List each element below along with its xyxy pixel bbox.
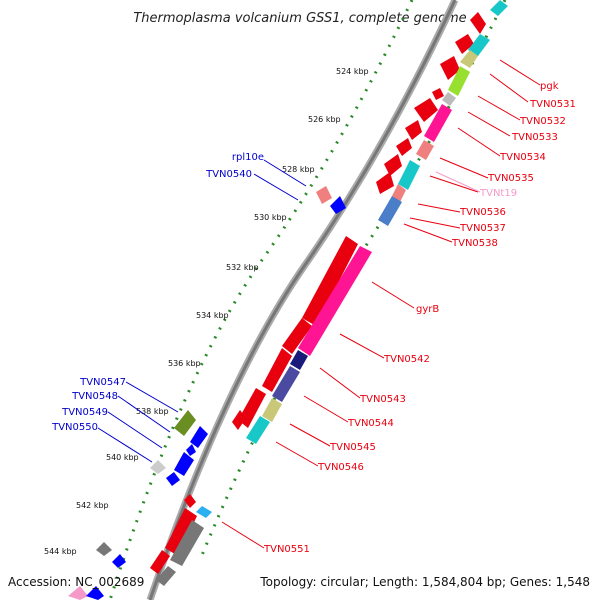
tick-label: 530 kbp [254,213,287,222]
tick-labels: 524 kbp 526 kbp 528 kbp 530 kbp 532 kbp … [44,67,369,556]
right-leader-lines [221,59,541,549]
feature-label[interactable]: TVN0546 [317,462,364,473]
feature-label[interactable]: TVN0536 [459,207,506,218]
tick-label: 544 kbp [44,547,77,556]
feature-label-trna[interactable]: TVNt19 [479,188,517,199]
inner-track-features [68,186,346,600]
tick-label: 532 kbp [226,263,259,272]
tick-label: 526 kbp [308,115,341,124]
tick-label: 538 kbp [136,407,169,416]
feature-label[interactable]: TVN0532 [519,116,566,127]
right-feature-labels: pgk TVN0531 TVN0532 TVN0533 TVN0534 TVN0… [263,81,576,555]
reverse-strand-features [156,0,508,586]
tick-label: 540 kbp [106,453,139,462]
feature-label[interactable]: TVN0537 [459,223,506,234]
feature-label[interactable]: TVN0540 [205,169,252,180]
inner-dotted-guide [108,0,414,600]
feature-label[interactable]: TVN0551 [263,544,310,555]
feature-label[interactable]: TVN0550 [51,422,98,433]
feature-label[interactable]: TVN0542 [383,354,430,365]
topology-text: Topology: circular; Length: 1,584,804 bp… [259,575,590,589]
tick-label: 536 kbp [168,359,201,368]
accession-text: Accession: NC_002689 [8,575,144,589]
feature-label[interactable]: TVN0544 [347,418,394,429]
feature-label[interactable]: TVN0545 [329,442,376,453]
left-leader-lines [97,159,307,463]
feature-label[interactable]: TVN0549 [61,407,108,418]
tick-label: 534 kbp [196,311,229,320]
left-feature-labels: rpl10e TVN0540 TVN0547 TVN0548 TVN0549 T… [51,152,264,433]
tick-label: 524 kbp [336,67,369,76]
tvnt19-leader-line [435,171,481,193]
genome-backbone [146,0,459,600]
tick-label: 528 kbp [282,165,315,174]
feature-label[interactable]: TVN0533 [511,132,558,143]
feature-label-pgk[interactable]: pgk [540,81,559,92]
feature-label[interactable]: TVN0535 [487,173,534,184]
feature-label[interactable]: TVN0538 [451,238,498,249]
feature-label[interactable]: TVN0543 [359,394,406,405]
feature-label-rpl10e[interactable]: rpl10e [232,152,264,163]
feature-label[interactable]: TVN0548 [71,391,118,402]
feature-label[interactable]: TVN0531 [529,99,576,110]
feature-label[interactable]: TVN0534 [499,152,546,163]
map-title: Thermoplasma volcanium GSS1, complete ge… [133,11,466,26]
tick-label: 542 kbp [76,501,109,510]
forward-strand-features [150,12,486,574]
feature-label[interactable]: TVN0547 [79,377,126,388]
feature-label-gyrb[interactable]: gyrB [416,304,439,315]
